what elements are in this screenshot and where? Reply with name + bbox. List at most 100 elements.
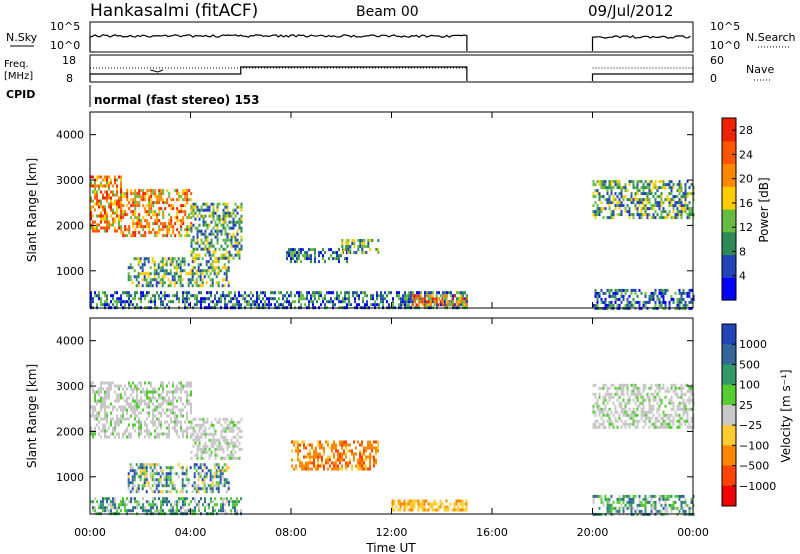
echo-cell xyxy=(690,392,693,396)
echo-cell xyxy=(365,467,367,471)
echo-cell xyxy=(630,213,633,217)
echo-cell xyxy=(686,192,689,196)
echo-cell xyxy=(164,207,167,211)
echo-cell xyxy=(217,490,220,494)
echo-cell xyxy=(157,481,160,485)
echo-cell xyxy=(634,494,637,498)
echo-cell xyxy=(200,456,203,460)
echo-cell xyxy=(140,294,142,298)
echo-cell xyxy=(228,253,231,257)
echo-cell xyxy=(240,229,243,233)
echo-cell xyxy=(628,497,631,501)
echo-cell xyxy=(345,455,347,459)
echo-cell xyxy=(321,455,323,459)
echo-cell xyxy=(686,294,689,298)
echo-cell xyxy=(176,417,178,421)
echo-cell xyxy=(404,291,406,295)
echo-cell xyxy=(375,440,377,444)
echo-cell xyxy=(592,500,595,504)
echo-cell xyxy=(104,190,106,194)
echo-cell xyxy=(174,216,177,220)
echo-cell xyxy=(640,186,643,190)
echo-cell xyxy=(225,272,228,276)
echo-cell xyxy=(132,396,134,400)
echo-cell xyxy=(114,193,116,197)
echo-cell xyxy=(447,300,450,304)
echo-cell xyxy=(618,386,621,390)
echo-cell xyxy=(460,291,462,295)
echo-cell xyxy=(672,186,675,190)
echo-cell xyxy=(646,195,649,199)
echo-cell xyxy=(134,216,137,220)
echo-cell xyxy=(122,234,125,238)
echo-cell xyxy=(606,503,609,507)
echo-cell xyxy=(90,426,92,430)
echo-cell xyxy=(640,407,643,411)
echo-cell xyxy=(133,475,136,479)
nsearch-tick-bottom: 10^0 xyxy=(710,39,740,52)
echo-cell xyxy=(176,509,178,513)
echo-cell xyxy=(127,278,130,282)
echo-cell xyxy=(459,499,462,503)
echo-cell xyxy=(160,207,163,211)
echo-cell xyxy=(129,266,132,270)
echo-cell xyxy=(320,251,322,255)
echo-cell xyxy=(294,294,296,298)
echo-cell xyxy=(312,300,314,304)
nsearch-tick-top: 10^5 xyxy=(710,20,740,33)
echo-cell xyxy=(307,461,309,465)
echo-cell xyxy=(664,500,667,504)
echo-cell xyxy=(147,275,150,279)
echo-cell xyxy=(676,183,679,187)
echo-cell xyxy=(140,399,142,403)
echo-cell xyxy=(212,444,215,448)
echo-cell xyxy=(152,228,155,232)
echo-cell xyxy=(138,402,140,406)
echo-cell xyxy=(178,497,180,501)
echo-cell xyxy=(678,198,681,202)
echo-cell xyxy=(156,503,158,507)
echo-cell xyxy=(162,192,165,196)
echo-cell xyxy=(118,503,120,507)
echo-cell xyxy=(452,300,454,304)
echo-cell xyxy=(618,413,621,417)
echo-cell xyxy=(181,484,184,488)
echo-cell xyxy=(217,281,220,285)
echo-cell xyxy=(333,467,335,471)
echo-cell xyxy=(299,461,301,465)
echo-cell xyxy=(210,229,213,233)
echo-cell xyxy=(132,231,135,235)
echo-cell xyxy=(153,278,156,282)
echo-cell xyxy=(104,175,106,179)
echo-cell xyxy=(146,294,148,298)
echo-cell xyxy=(348,297,350,301)
echo-cell xyxy=(168,432,170,436)
echo-cell xyxy=(662,297,665,301)
echo-cell xyxy=(228,211,231,215)
echo-cell xyxy=(598,198,601,202)
echo-cell xyxy=(682,509,685,513)
echo-cell xyxy=(144,192,147,196)
echo-cell xyxy=(200,497,202,501)
echo-cell xyxy=(149,472,152,476)
echo-cell xyxy=(214,211,217,215)
echo-cell xyxy=(362,291,364,295)
echo-cell xyxy=(164,411,166,415)
echo-cell xyxy=(224,217,227,221)
echo-cell xyxy=(349,251,352,254)
echo-cell xyxy=(131,484,134,488)
echo-cell xyxy=(236,232,239,236)
echo-cell xyxy=(660,195,663,199)
echo-cell xyxy=(293,467,295,471)
echo-cell xyxy=(443,508,446,512)
echo-cell xyxy=(292,257,294,261)
echo-cell xyxy=(630,392,633,396)
echo-cell xyxy=(650,503,653,507)
echo-cell xyxy=(232,297,234,301)
echo-cell xyxy=(167,466,170,470)
echo-cell xyxy=(602,216,605,220)
echo-cell xyxy=(684,210,687,214)
echo-cell xyxy=(236,250,239,254)
echo-cell xyxy=(317,464,319,468)
echo-cell xyxy=(640,213,643,217)
